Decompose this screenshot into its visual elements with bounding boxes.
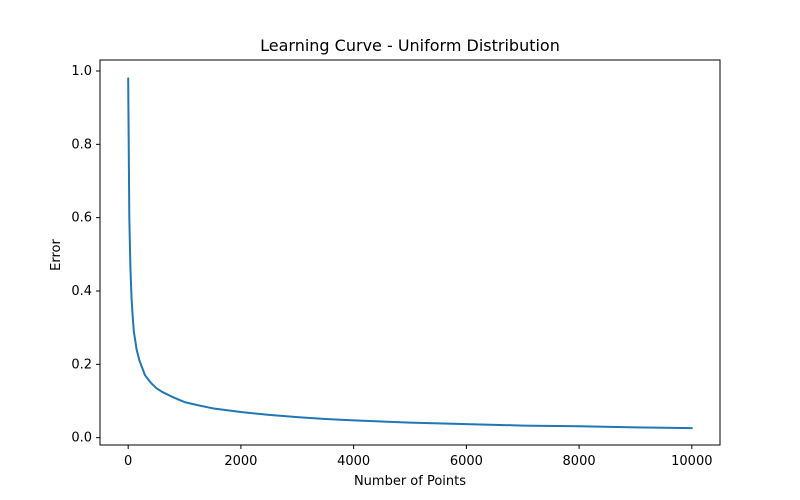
y-tick-label: 1.0 [71, 64, 92, 79]
series-layer [127, 77, 693, 430]
x-axis-label: Number of Points [354, 474, 466, 489]
x-tick-label: 6000 [450, 454, 483, 469]
y-tick-label: 0.2 [71, 357, 92, 372]
x-axis-ticks: 0 2000 4000 6000 8000 10000 [124, 445, 712, 469]
plot-area-frame [99, 59, 721, 446]
y-axis-ticks: 0.0 0.2 0.4 0.6 0.8 1.0 [71, 64, 100, 446]
y-axis-label: Error [49, 239, 64, 271]
x-tick-label: 2000 [224, 454, 257, 469]
x-tick-label: 0 [124, 454, 132, 469]
chart-title: Learning Curve - Uniform Distribution [260, 36, 560, 55]
x-tick-label: 4000 [337, 454, 370, 469]
y-tick-label: 0.8 [71, 137, 92, 152]
x-tick-label: 10000 [671, 454, 712, 469]
y-tick-label: 0.6 [71, 211, 92, 226]
series-line-0 [127, 77, 693, 430]
x-tick-label: 8000 [563, 454, 596, 469]
y-tick-label: 0.4 [71, 284, 92, 299]
y-tick-label: 0.0 [71, 431, 92, 446]
